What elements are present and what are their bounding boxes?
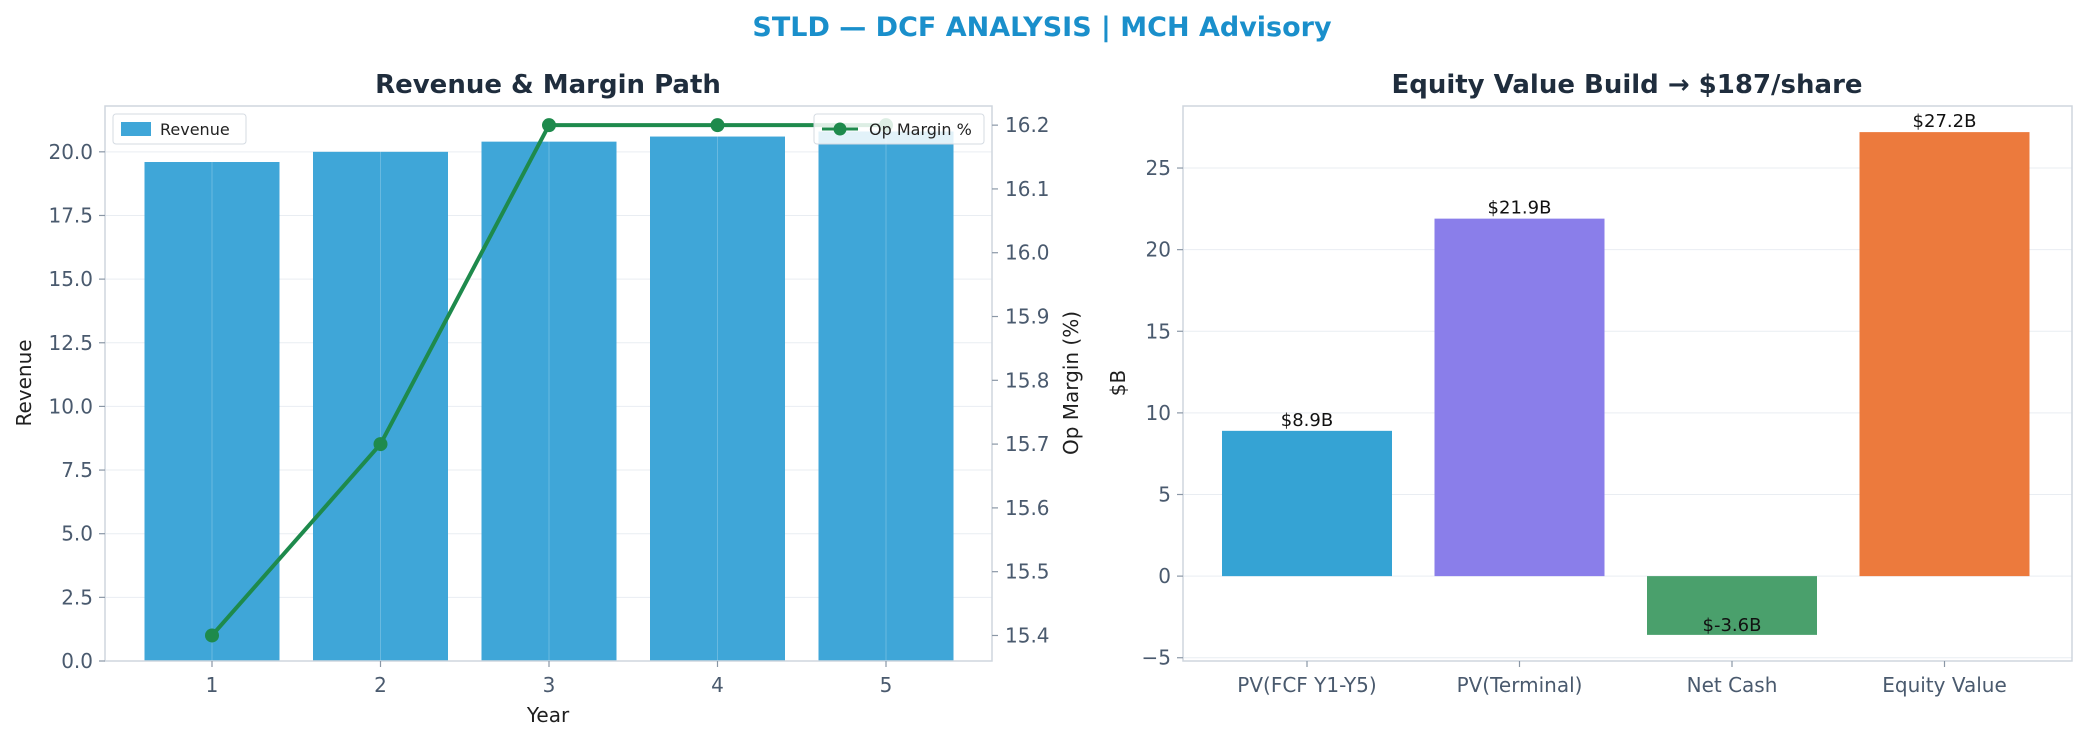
equity-build-bar bbox=[1222, 430, 1392, 577]
revenue-margin-chart: Revenue & Margin Path 0.02.55.07.510.012… bbox=[12, 70, 1083, 727]
op-margin-point bbox=[373, 437, 388, 452]
revenue-bar bbox=[313, 151, 448, 661]
equity-build-bar bbox=[1859, 132, 2030, 577]
right-chart-x-tick-label: Equity Value bbox=[1882, 673, 2007, 697]
left-y-axis-label: Revenue bbox=[12, 339, 36, 426]
margin-legend-marker bbox=[833, 122, 847, 136]
right-chart-x-tick-label: Net Cash bbox=[1687, 673, 1778, 697]
right-chart-y-tick-label: −5 bbox=[1142, 646, 1171, 670]
op-margin-point bbox=[205, 628, 219, 643]
right-chart-x-tick-label: PV(FCF Y1-Y5) bbox=[1237, 673, 1376, 697]
revenue-bar bbox=[144, 162, 280, 662]
right-chart-y-axis-label: $B bbox=[1106, 370, 1130, 396]
left-x-tick-label: 1 bbox=[206, 673, 219, 697]
right-chart-y-tick-label: 10 bbox=[1146, 401, 1171, 425]
left-y-tick-label: 7.5 bbox=[61, 458, 93, 482]
right-y-tick-label: 15.7 bbox=[1005, 432, 1050, 456]
right-y-tick-label: 15.6 bbox=[1005, 496, 1050, 520]
right-chart-title: Equity Value Build → $187/share bbox=[1391, 70, 1862, 100]
right-chart-y-tick-label: 5 bbox=[1158, 483, 1171, 507]
right-y-tick-label: 15.9 bbox=[1005, 305, 1050, 329]
equity-build-data-label: $-3.6B bbox=[1703, 615, 1762, 636]
equity-value-chart: Equity Value Build → $187/share $8.9B $21… bbox=[1106, 70, 2073, 697]
right-plot-frame bbox=[1182, 105, 2073, 662]
margin-legend: Op Margin % bbox=[813, 113, 985, 145]
left-y-tick-label: 5.0 bbox=[61, 522, 93, 546]
left-x-tick-label: 3 bbox=[543, 673, 556, 697]
right-y-tick-label: 16.2 bbox=[1005, 113, 1050, 137]
left-y-tick-label: 0.0 bbox=[61, 649, 93, 673]
revenue-bar bbox=[650, 136, 785, 661]
right-y-tick-label: 15.5 bbox=[1005, 560, 1050, 584]
revenue-legend-label: Revenue bbox=[160, 120, 230, 139]
right-chart-y-tick-label: 15 bbox=[1146, 319, 1171, 343]
revenue-legend-swatch bbox=[121, 122, 151, 136]
left-chart-title: Revenue & Margin Path bbox=[375, 70, 721, 100]
right-y-tick-label: 16.1 bbox=[1005, 177, 1050, 201]
equity-build-data-label: $8.9B bbox=[1281, 410, 1333, 431]
right-chart-y-tick-label: 20 bbox=[1146, 238, 1171, 262]
equity-build-bar bbox=[1647, 576, 1817, 635]
equity-build-bar bbox=[1434, 218, 1605, 577]
op-margin-point bbox=[710, 118, 725, 133]
right-chart-x-tick-label: PV(Terminal) bbox=[1457, 673, 1583, 697]
left-y-tick-label: 10.0 bbox=[48, 394, 93, 418]
revenue-bar bbox=[481, 141, 617, 661]
op-margin-point bbox=[542, 118, 556, 133]
left-y-tick-label: 12.5 bbox=[48, 331, 93, 355]
left-x-axis-label: Year bbox=[526, 703, 570, 727]
right-chart-y-tick-label: 25 bbox=[1146, 156, 1171, 180]
left-y-tick-label: 15.0 bbox=[48, 267, 93, 291]
right-y-tick-label: 15.4 bbox=[1005, 623, 1050, 647]
left-x-tick-label: 5 bbox=[880, 673, 893, 697]
left-x-tick-label: 4 bbox=[711, 673, 724, 697]
equity-build-data-label: $21.9B bbox=[1488, 198, 1552, 219]
right-y-tick-label: 15.8 bbox=[1005, 368, 1050, 392]
equity-build-data-label: $27.2B bbox=[1913, 111, 1977, 132]
left-y-tick-label: 20.0 bbox=[48, 140, 93, 164]
right-chart-y-tick-label: 0 bbox=[1158, 564, 1171, 588]
revenue-legend: Revenue bbox=[112, 113, 247, 145]
figure-title: STLD — DCF ANALYSIS | MCH Advisory bbox=[752, 12, 1332, 43]
right-y-tick-label: 16.0 bbox=[1005, 241, 1050, 265]
left-y-tick-label: 17.5 bbox=[48, 203, 93, 227]
revenue-bar bbox=[818, 131, 954, 661]
left-y-tick-label: 2.5 bbox=[61, 585, 93, 609]
margin-legend-label: Op Margin % bbox=[869, 120, 972, 139]
right-y-axis-label: Op Margin (%) bbox=[1059, 311, 1083, 455]
left-x-tick-label: 2 bbox=[374, 673, 387, 697]
